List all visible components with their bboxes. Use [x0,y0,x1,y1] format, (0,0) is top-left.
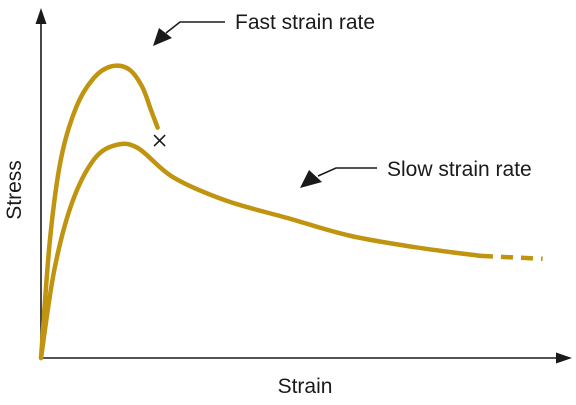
x-axis-label: Strain [278,375,333,398]
fracture-x-mark [153,134,166,147]
series-line-fast-strain-rate [38,63,160,361]
series-label-fast-strain-rate: Fast strain rate [235,11,375,34]
callout-fast-strain-rate: Fast strain rate [153,11,375,46]
x-axis-arrow [556,352,572,364]
y-axis-arrow [35,8,47,24]
callout-slow-strain-rate: Slow strain rate [300,158,532,188]
leader-line-fast [165,21,225,34]
leader-arrow-fast [153,28,172,46]
series-line-slow-strain-rate-extension [480,253,543,262]
leader-line-slow [317,167,377,177]
leader-arrow-slow [300,170,322,188]
y-axis-label: Stress [3,160,26,220]
series-line-slow-strain-rate [38,141,484,361]
series-label-slow-strain-rate: Slow strain rate [387,158,532,181]
